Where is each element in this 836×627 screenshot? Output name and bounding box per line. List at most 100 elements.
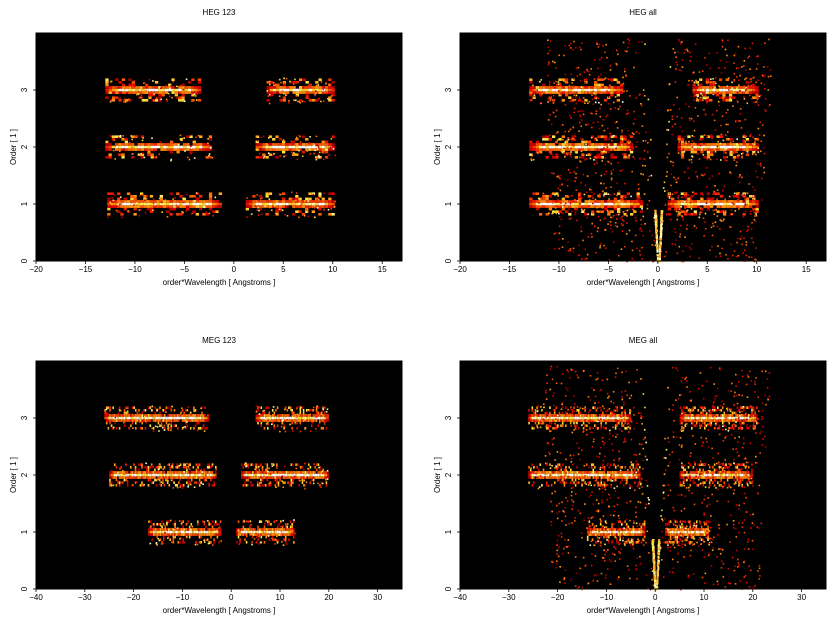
heat-pixel bbox=[552, 192, 556, 195]
heat-pixel bbox=[266, 86, 270, 89]
x-tick-label: −15 bbox=[79, 265, 93, 274]
heat-pixel bbox=[110, 192, 114, 195]
heat-pixel bbox=[174, 91, 178, 94]
heat-pixel bbox=[688, 177, 690, 179]
heat-pixel bbox=[202, 424, 205, 427]
heat-pixel bbox=[151, 465, 154, 467]
heat-pixel bbox=[587, 145, 591, 149]
heat-pixel bbox=[328, 99, 332, 102]
heat-pixel bbox=[729, 97, 732, 100]
heat-pixel bbox=[594, 88, 598, 92]
heat-pixel bbox=[121, 86, 126, 89]
heat-pixel bbox=[677, 211, 680, 213]
heat-pixel bbox=[211, 156, 214, 159]
heat-pixel bbox=[166, 478, 168, 481]
heat-pixel bbox=[258, 195, 263, 198]
heat-pixel bbox=[114, 143, 119, 146]
heat-pixel bbox=[180, 414, 182, 417]
heat-pixel bbox=[206, 473, 209, 477]
heat-pixel bbox=[585, 257, 588, 260]
heat-pixel bbox=[203, 521, 206, 523]
heat-pixel bbox=[192, 205, 196, 208]
heat-pixel bbox=[575, 156, 577, 158]
heat-pixel bbox=[249, 528, 251, 531]
heat-pixel bbox=[195, 213, 199, 216]
heat-pixel bbox=[726, 145, 730, 149]
heat-pixel bbox=[551, 153, 554, 156]
heat-pixel bbox=[687, 148, 691, 151]
heat-pixel bbox=[738, 197, 740, 200]
heat-pixel bbox=[173, 471, 175, 474]
heat-pixel bbox=[558, 232, 561, 234]
heat-pixel bbox=[107, 216, 109, 219]
heat-pixel bbox=[590, 86, 595, 89]
heat-pixel bbox=[739, 120, 741, 122]
heat-pixel bbox=[688, 79, 690, 82]
heat-pixel bbox=[171, 528, 173, 531]
heat-pixel bbox=[535, 86, 539, 89]
heat-pixel bbox=[215, 476, 217, 479]
heat-pixel bbox=[121, 143, 125, 146]
heat-pixel bbox=[759, 162, 762, 165]
heat-pixel bbox=[159, 533, 162, 536]
heat-pixel bbox=[120, 476, 122, 479]
heat-pixel bbox=[260, 482, 262, 484]
heat-pixel bbox=[153, 533, 155, 536]
heat-pixel bbox=[315, 88, 319, 92]
heat-pixel bbox=[532, 143, 536, 146]
heat-pixel bbox=[287, 471, 289, 474]
heat-pixel bbox=[284, 530, 287, 534]
heat-pixel bbox=[716, 143, 720, 146]
heat-pixel bbox=[562, 92, 565, 94]
heat-pixel bbox=[168, 86, 172, 89]
heat-pixel bbox=[705, 88, 709, 92]
heat-pixel bbox=[148, 530, 150, 534]
heat-pixel bbox=[203, 430, 206, 432]
heat-pixel bbox=[190, 413, 192, 416]
heat-pixel bbox=[145, 99, 149, 102]
heat-pixel bbox=[272, 81, 275, 84]
heat-pixel bbox=[159, 141, 162, 143]
heat-pixel bbox=[729, 171, 731, 174]
x-tick-label: 5 bbox=[281, 265, 286, 274]
heat-pixel bbox=[209, 542, 211, 544]
heat-pixel bbox=[324, 148, 329, 151]
heat-pixel bbox=[204, 414, 206, 417]
heat-pixel bbox=[719, 143, 724, 146]
heat-pixel bbox=[136, 416, 139, 420]
heat-pixel bbox=[208, 484, 211, 487]
heat-pixel bbox=[680, 138, 685, 141]
heat-pixel bbox=[268, 411, 271, 415]
heat-pixel bbox=[687, 167, 689, 169]
heat-pixel bbox=[268, 200, 273, 203]
heat-pixel bbox=[738, 86, 743, 89]
heat-pixel bbox=[737, 255, 740, 257]
heat-pixel bbox=[206, 471, 209, 474]
heat-pixel bbox=[744, 198, 746, 200]
heat-pixel bbox=[738, 154, 740, 157]
heat-pixel bbox=[277, 476, 280, 479]
heat-pixel bbox=[170, 143, 174, 146]
heat-pixel bbox=[302, 88, 306, 92]
heat-pixel bbox=[610, 162, 612, 165]
heat-pixel bbox=[213, 481, 215, 484]
heat-pixel bbox=[718, 172, 720, 175]
heat-pixel bbox=[597, 215, 600, 218]
heat-pixel bbox=[723, 239, 725, 241]
heat-pixel bbox=[200, 530, 202, 534]
heat-pixel bbox=[199, 143, 203, 146]
heat-pixel bbox=[729, 213, 733, 216]
heat-pixel bbox=[150, 143, 154, 146]
heat-pixel bbox=[286, 215, 289, 217]
heat-pixel bbox=[167, 535, 170, 539]
heat-pixel bbox=[736, 241, 738, 244]
heat-pixel bbox=[210, 533, 212, 536]
heat-pixel bbox=[305, 200, 309, 203]
heat-pixel bbox=[216, 535, 219, 539]
heat-pixel bbox=[258, 202, 263, 206]
heat-pixel bbox=[584, 140, 588, 144]
heat-pixel bbox=[695, 86, 700, 89]
heat-pixel bbox=[620, 148, 624, 151]
heat-pixel bbox=[656, 238, 658, 241]
heat-pixel bbox=[300, 473, 302, 477]
